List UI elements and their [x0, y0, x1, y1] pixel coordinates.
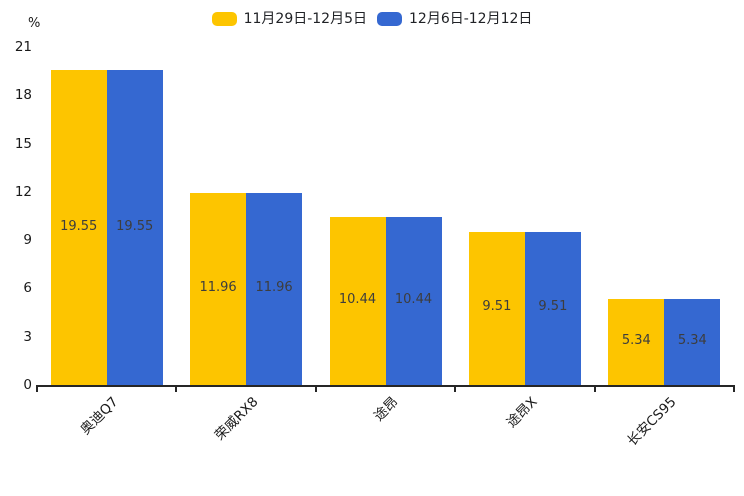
bar-value-label: 10.44: [338, 291, 377, 307]
bar-value-label: 19.55: [60, 218, 98, 234]
bar-value-label: 11.96: [255, 279, 293, 295]
bar-value-label: 10.44: [394, 291, 433, 307]
x-axis-tick: [454, 387, 457, 392]
y-tick-label: 3: [23, 328, 32, 345]
y-tick-label: 21: [14, 39, 32, 55]
y-tick-label: 12: [14, 183, 32, 200]
y-tick-label: 18: [14, 87, 32, 104]
x-axis-tick: [593, 387, 596, 392]
bar-value-label: 9.51: [538, 299, 568, 315]
bar-series2: 19.55: [106, 70, 163, 385]
bar-value-label: 11.96: [199, 279, 237, 295]
y-tick-label: 15: [14, 135, 32, 152]
y-tick-label: 9: [23, 232, 32, 249]
bar-value-label: 9.51: [482, 299, 512, 315]
bar-series2: 10.44: [385, 216, 442, 385]
bar-series1: 11.96: [190, 192, 247, 385]
legend-swatch: [211, 12, 237, 26]
category-label: 奥迪Q7: [78, 394, 123, 438]
category-label: 途昂X: [503, 394, 541, 431]
bar-value-label: 5.34: [621, 333, 651, 349]
bar-series2: 5.34: [664, 299, 721, 385]
bar-series1: 10.44: [329, 216, 386, 385]
category-label: 长安CS95: [624, 394, 680, 450]
x-axis-tick: [175, 387, 178, 392]
bar-series1: 5.34: [608, 299, 665, 385]
category-label: 途昂: [370, 394, 401, 425]
bar-value-label: 19.55: [116, 218, 154, 234]
y-tick-label: 6: [23, 280, 32, 297]
bar-value-label: 5.34: [677, 333, 707, 349]
plot-area: 19.55 19.55 11.96 11.96 10.44 10.44 9.51 9.51 5.…: [37, 47, 734, 385]
legend-item-series-0[interactable]: 11月29日-12月5日: [211, 9, 367, 29]
bar-series1: 19.55: [50, 70, 107, 385]
x-axis-line: [36, 385, 735, 387]
y-axis-unit-label: %: [28, 16, 41, 31]
legend-label: 12月6日-12月12日: [409, 11, 533, 27]
category-label: 荣威RX8: [211, 394, 262, 444]
legend-item-series-1[interactable]: 12月6日-12月12日: [377, 9, 532, 29]
bar-series1: 9.51: [468, 231, 525, 385]
bar-series2: 9.51: [524, 231, 581, 385]
x-axis-tick: [733, 387, 735, 392]
y-tick-label: 0: [23, 377, 32, 393]
legend-swatch: [377, 12, 402, 26]
x-axis-tick: [36, 387, 38, 392]
legend: 11月29日-12月5日 12月6日-12月12日: [0, 9, 744, 29]
bar-series2: 11.96: [246, 192, 303, 385]
x-axis-tick: [314, 387, 317, 392]
legend-label: 11月29日-12月5日: [243, 11, 367, 27]
